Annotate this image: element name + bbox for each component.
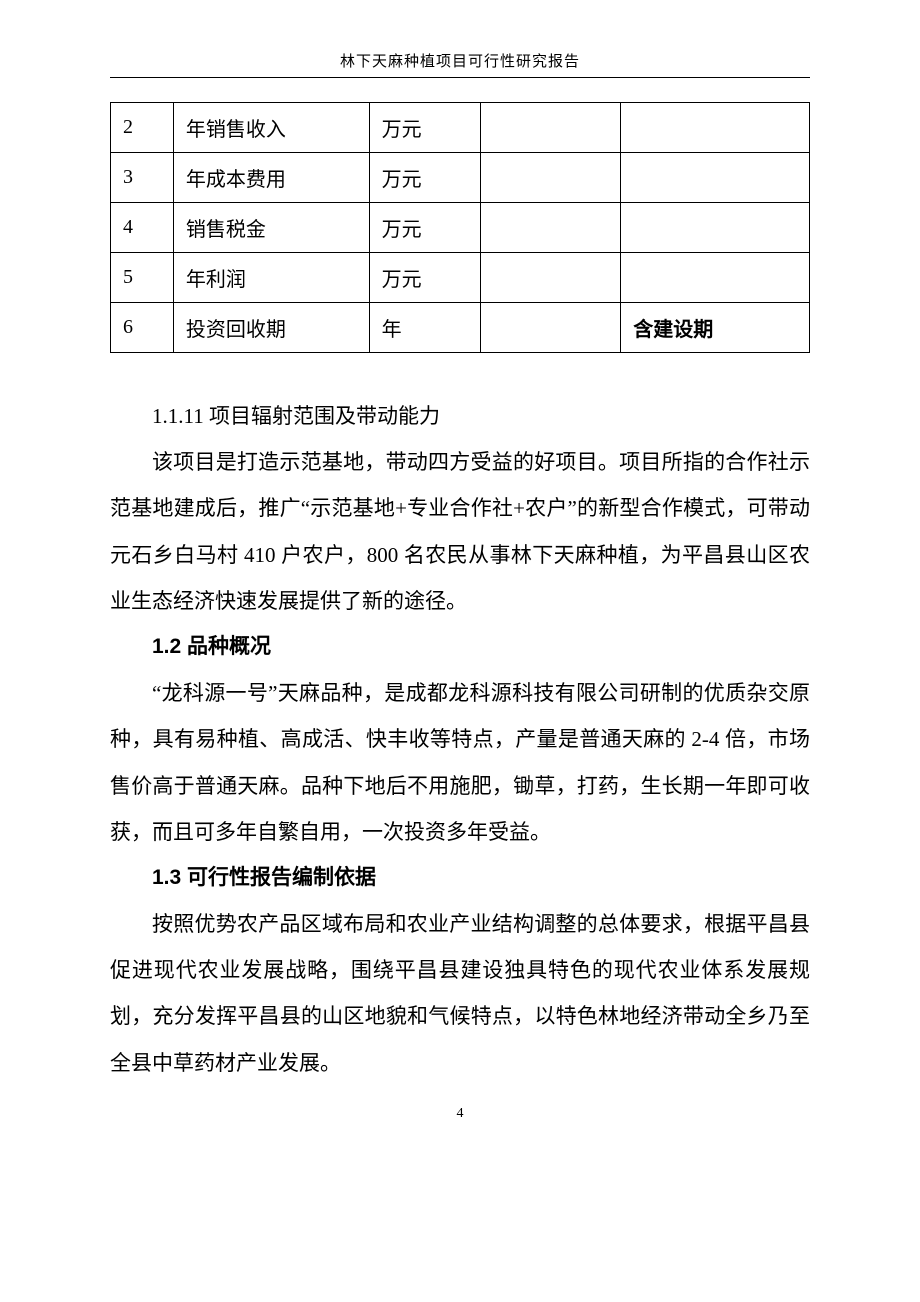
section-heading-1-2: 1.2 品种概况 <box>110 624 810 670</box>
cell-name: 年利润 <box>173 253 369 303</box>
table-row: 2 年销售收入 万元 <box>111 103 810 153</box>
table-row: 5 年利润 万元 <box>111 253 810 303</box>
cell-note <box>621 203 810 253</box>
table-row: 4 销售税金 万元 <box>111 203 810 253</box>
cell-value <box>481 303 621 353</box>
cell-value <box>481 203 621 253</box>
cell-num: 6 <box>111 303 174 353</box>
paragraph-1-3: 按照优势农产品区域布局和农业产业结构调整的总体要求，根据平昌县促进现代农业发展战… <box>110 901 810 1086</box>
table-body: 2 年销售收入 万元 3 年成本费用 万元 4 销售税金 万元 <box>111 103 810 353</box>
document-page: 林下天麻种植项目可行性研究报告 2 年销售收入 万元 3 年成本费用 万元 4 … <box>0 0 920 1162</box>
cell-unit: 万元 <box>369 253 481 303</box>
section-heading-1-3: 1.3 可行性报告编制依据 <box>110 855 810 901</box>
cell-unit: 万元 <box>369 203 481 253</box>
financial-indicators-table: 2 年销售收入 万元 3 年成本费用 万元 4 销售税金 万元 <box>110 102 810 353</box>
header-rule <box>110 77 810 78</box>
cell-name: 年销售收入 <box>173 103 369 153</box>
cell-name: 年成本费用 <box>173 153 369 203</box>
cell-num: 3 <box>111 153 174 203</box>
cell-unit: 万元 <box>369 153 481 203</box>
running-header: 林下天麻种植项目可行性研究报告 <box>110 50 810 77</box>
cell-num: 5 <box>111 253 174 303</box>
cell-value <box>481 253 621 303</box>
table-row: 6 投资回收期 年 含建设期 <box>111 303 810 353</box>
cell-num: 2 <box>111 103 174 153</box>
cell-value <box>481 103 621 153</box>
cell-value <box>481 153 621 203</box>
paragraph-1-2: “龙科源一号”天麻品种，是成都龙科源科技有限公司研制的优质杂交原种，具有易种植、… <box>110 670 810 855</box>
page-number: 4 <box>110 1106 810 1122</box>
cell-note <box>621 103 810 153</box>
cell-num: 4 <box>111 203 174 253</box>
paragraph-1-1-11: 该项目是打造示范基地，带动四方受益的好项目。项目所指的合作社示范基地建成后，推广… <box>110 439 810 624</box>
cell-name: 销售税金 <box>173 203 369 253</box>
cell-note <box>621 253 810 303</box>
cell-unit: 年 <box>369 303 481 353</box>
cell-note: 含建设期 <box>621 303 810 353</box>
cell-unit: 万元 <box>369 103 481 153</box>
cell-name: 投资回收期 <box>173 303 369 353</box>
subsection-heading-1-1-11: 1.1.11 项目辐射范围及带动能力 <box>110 393 810 439</box>
table-row: 3 年成本费用 万元 <box>111 153 810 203</box>
cell-note <box>621 153 810 203</box>
